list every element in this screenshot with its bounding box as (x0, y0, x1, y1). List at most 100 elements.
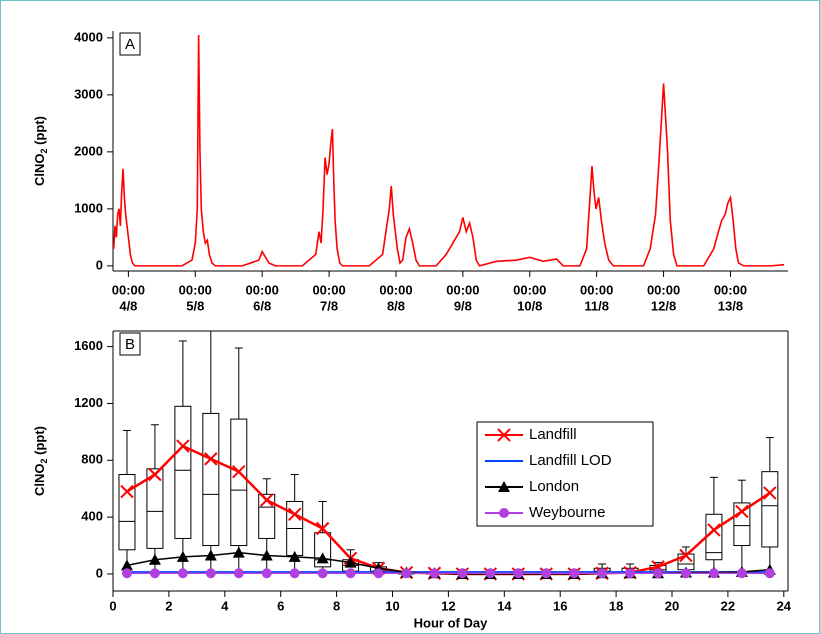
y-tick-label: 0 (96, 565, 103, 580)
x-tick-label: 9/8 (454, 298, 472, 313)
box (118, 473, 136, 551)
marker (707, 523, 721, 537)
x-tick-label: 8/8 (387, 298, 405, 313)
y-label-sub: 2 (39, 458, 49, 463)
marker (176, 439, 190, 453)
y-axis-label: ClNO2 (ppt) (32, 426, 49, 496)
marker (148, 467, 162, 482)
legend-label: Landfill LOD (529, 452, 612, 469)
x-tick-label: 8 (333, 598, 340, 613)
panel-label-box (119, 32, 141, 56)
marker (457, 568, 468, 579)
marker (736, 568, 747, 579)
marker (317, 568, 328, 579)
marker (653, 568, 664, 579)
box (761, 471, 779, 548)
x-tick-label: 13/8 (718, 298, 743, 313)
box (202, 412, 220, 547)
legend-label: Weybourne (529, 504, 605, 521)
y-tick-label: 400 (81, 509, 103, 524)
x-tick-label: 10/8 (517, 298, 542, 313)
y-label-text: ClNO (32, 154, 47, 187)
marker (708, 568, 719, 579)
y-tick-label: 4000 (74, 29, 103, 44)
box (733, 502, 751, 547)
x-tick-label: 00:00 (312, 282, 345, 297)
y-label-sub: 2 (39, 148, 49, 153)
x-tick-label: 00:00 (246, 282, 279, 297)
marker (148, 553, 161, 565)
marker (289, 568, 300, 579)
marker (316, 552, 329, 564)
marker (764, 568, 775, 579)
x-tick-label: 2 (165, 598, 172, 613)
marker (429, 568, 440, 579)
marker (260, 549, 273, 561)
legend-label: Landfill (529, 426, 577, 443)
marker (177, 568, 188, 579)
x-tick-label: 00:00 (179, 282, 212, 297)
marker (288, 550, 301, 562)
y-tick-label: 1200 (74, 395, 103, 410)
x-tick-label: 12/8 (651, 298, 676, 313)
x-tick-label: 22 (721, 598, 735, 613)
marker (513, 568, 524, 579)
marker (120, 484, 134, 499)
marker (261, 568, 272, 579)
x-tick-label: 00:00 (112, 282, 145, 297)
x-tick-label: 4 (221, 598, 229, 613)
marker (204, 549, 217, 561)
x-axis-label: Hour of Day (414, 615, 488, 630)
x-tick-label: 20 (665, 598, 679, 613)
x-tick-label: 11/8 (584, 298, 609, 313)
data-line (112, 34, 785, 267)
marker (345, 568, 356, 579)
box (230, 418, 248, 547)
legend-label: London (529, 478, 579, 495)
x-tick-label: 4/8 (119, 298, 137, 313)
marker (344, 556, 357, 568)
y-label-text: (ppt) (32, 116, 47, 148)
x-tick-label: 6 (277, 598, 284, 613)
marker (541, 568, 552, 579)
series-line (126, 551, 770, 575)
x-tick-label: 00:00 (379, 282, 412, 297)
y-tick-label: 2000 (74, 143, 103, 158)
y-tick-label: 1600 (74, 338, 103, 353)
marker (373, 568, 384, 579)
marker (260, 493, 274, 507)
y-label-text: ClNO (32, 464, 47, 497)
y-tick-label: 0 (96, 257, 103, 272)
marker (315, 521, 330, 536)
marker (287, 507, 302, 521)
marker (485, 568, 496, 579)
marker (735, 504, 749, 519)
marker (232, 464, 246, 479)
x-tick-label: 00:00 (647, 282, 680, 297)
box (146, 468, 164, 549)
panel-label-box (119, 332, 141, 356)
marker (205, 568, 216, 579)
x-tick-label: 24 (777, 598, 792, 613)
x-tick-label: 18 (609, 598, 623, 613)
y-axis-label: ClNO2 (ppt) (32, 116, 49, 186)
marker (149, 568, 160, 579)
x-tick-label: 7/8 (320, 298, 338, 313)
marker (499, 508, 509, 518)
y-tick-label: 3000 (74, 86, 103, 101)
marker (625, 568, 636, 579)
x-tick-label: 12 (441, 598, 455, 613)
x-tick-label: 10 (385, 598, 399, 613)
y-tick-label: 800 (81, 452, 103, 467)
box (174, 405, 192, 539)
x-tick-label: 6/8 (253, 298, 271, 313)
x-tick-label: 00:00 (446, 282, 479, 297)
marker (569, 568, 580, 579)
panel-label: B (125, 336, 135, 353)
x-tick-label: 14 (497, 598, 512, 613)
marker (679, 548, 693, 563)
marker (763, 486, 777, 500)
x-tick-label: 00:00 (513, 282, 546, 297)
